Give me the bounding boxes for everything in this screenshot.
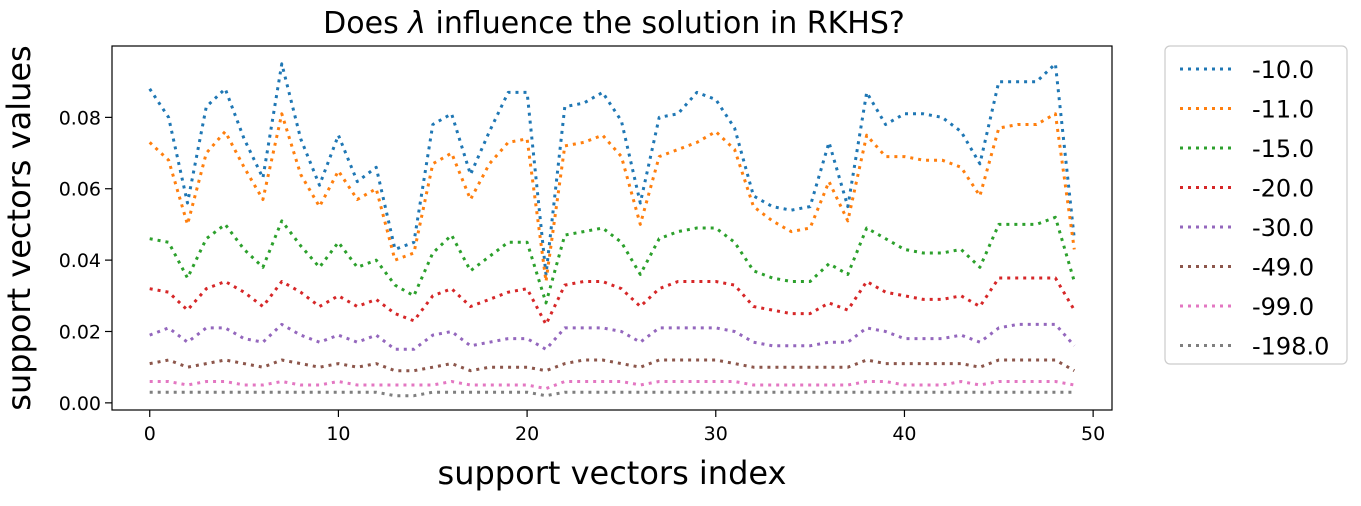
legend-label: -30.0 xyxy=(1252,214,1314,242)
x-tick-label: 40 xyxy=(892,423,916,445)
plot-lines xyxy=(148,62,1076,398)
x-axis-ticks: 0 10 20 30 40 50 xyxy=(144,410,1105,445)
series-line xyxy=(149,390,1075,398)
series-line xyxy=(149,380,1075,391)
legend: -10.0 -11.0 -15.0 -20.0 -30.0 -49.0 -99.0 -198.… xyxy=(1164,45,1348,365)
legend-label: -20.0 xyxy=(1252,175,1314,203)
series-line xyxy=(148,112,1076,283)
series-line xyxy=(149,322,1076,351)
y-tick-label: 0.06 xyxy=(59,179,101,201)
y-tick-label: 0.02 xyxy=(59,321,101,343)
legend-label: -10.0 xyxy=(1252,56,1314,84)
y-tick-label: 0.00 xyxy=(59,393,101,415)
chart-title: Does λ influence the solution in RKHS? xyxy=(323,6,905,41)
x-tick-label: 0 xyxy=(144,423,156,445)
x-tick-label: 10 xyxy=(326,423,350,445)
x-axis-label: support vectors index xyxy=(438,454,787,492)
y-tick-label: 0.04 xyxy=(59,250,101,272)
y-axis-label: support vectors values xyxy=(0,45,38,410)
series-line xyxy=(148,62,1076,276)
plot-frame xyxy=(111,45,1113,411)
legend-label: -198.0 xyxy=(1252,333,1329,361)
series-line xyxy=(149,358,1076,373)
legend-box xyxy=(1164,45,1348,365)
series-line xyxy=(149,276,1076,326)
legend-label: -49.0 xyxy=(1252,254,1314,282)
x-tick-label: 20 xyxy=(515,423,539,445)
y-tick-label: 0.08 xyxy=(59,107,101,129)
series-line xyxy=(149,215,1076,305)
legend-label: -99.0 xyxy=(1252,293,1314,321)
x-tick-label: 50 xyxy=(1081,423,1105,445)
legend-label: -15.0 xyxy=(1252,135,1314,163)
y-axis-ticks: 0.00 0.02 0.04 0.06 0.08 xyxy=(59,107,112,415)
x-tick-label: 30 xyxy=(704,423,728,445)
legend-label: -11.0 xyxy=(1252,96,1314,124)
